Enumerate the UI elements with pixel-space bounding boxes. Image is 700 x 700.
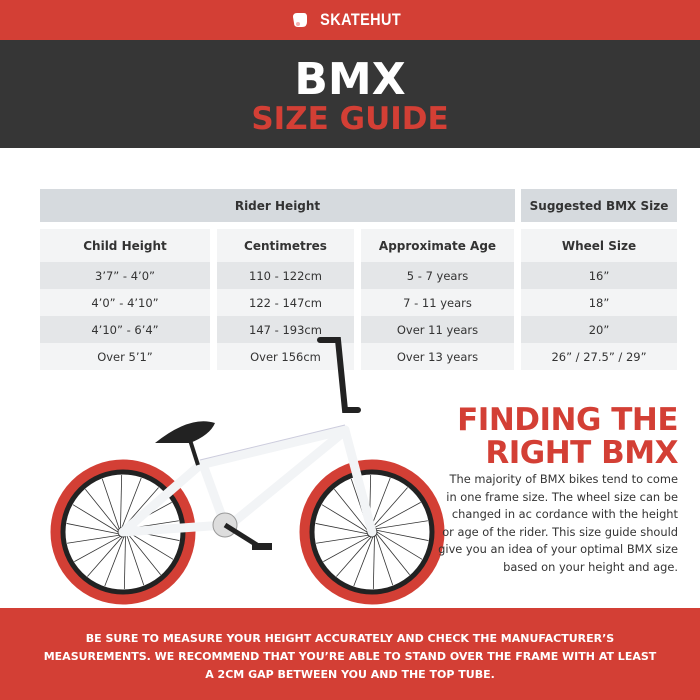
- spoke: [104, 536, 125, 587]
- table-cell-centimetres: 110 - 122cm: [217, 262, 354, 289]
- spoke: [321, 504, 368, 533]
- seat: [155, 421, 215, 443]
- info-heading-line2: RIGHT BMX: [485, 435, 678, 471]
- spoke: [376, 531, 423, 560]
- spoke: [74, 535, 121, 563]
- spoke: [375, 520, 428, 530]
- spoke: [67, 534, 120, 544]
- spoke: [336, 536, 372, 577]
- footer-note: BE SURE TO MEASURE YOUR HEIGHT ACCURATEL…: [0, 608, 700, 700]
- hand-icon: [293, 13, 308, 27]
- spoke: [372, 487, 408, 528]
- spoke: [127, 533, 161, 576]
- table-cell-wheel-size: 18”: [521, 289, 677, 316]
- spoke: [376, 529, 429, 541]
- column-header-centimetres: Centimetres: [217, 229, 354, 262]
- spoke: [72, 504, 119, 533]
- spoke: [85, 488, 119, 531]
- column-header-wheel-size: Wheel Size: [521, 229, 677, 262]
- column-header-approximate-age: Approximate Age: [361, 229, 514, 262]
- spoke: [121, 477, 142, 528]
- table-cell-approximate-age: 5 - 7 years: [361, 262, 514, 289]
- spoke: [315, 523, 368, 535]
- table-cell-centimetres: 122 - 147cm: [217, 289, 354, 316]
- info-heading-line1: FINDING THE: [457, 402, 678, 438]
- spoke: [127, 531, 174, 560]
- table-cell-approximate-age: Over 11 years: [361, 316, 514, 343]
- page-title: BMX: [294, 54, 406, 105]
- spoke: [120, 475, 123, 528]
- table-cell-approximate-age: Over 13 years: [361, 343, 514, 370]
- spoke: [374, 501, 421, 529]
- spoke: [372, 536, 375, 589]
- page-subtitle: SIZE GUIDE: [251, 101, 449, 137]
- spoke: [334, 488, 368, 531]
- spoke: [370, 477, 391, 528]
- spoke: [375, 535, 394, 586]
- table-cell-centimetres: Over 156cm: [217, 343, 354, 370]
- bmx-bike-illustration: [50, 337, 445, 605]
- table-cell-wheel-size: 26” / 27.5” / 29”: [521, 343, 677, 370]
- spoke: [376, 533, 410, 576]
- spoke: [66, 523, 119, 535]
- spoke: [126, 535, 145, 586]
- table-cell-child-height: 4’10” - 6’4”: [40, 316, 210, 343]
- hero-banner: BMX SIZE GUIDE: [0, 40, 700, 148]
- table-cell-child-height: Over 5’1”: [40, 343, 210, 370]
- table-cell-approximate-age: 7 - 11 years: [361, 289, 514, 316]
- spoke: [323, 535, 370, 563]
- frame-outline: [199, 424, 346, 461]
- spoke: [353, 536, 374, 587]
- group-header-rider-height: Rider Height: [40, 189, 515, 222]
- info-body: The majority of BMX bikes tend to come i…: [438, 472, 678, 574]
- spoke: [123, 536, 126, 589]
- column-header-child-height: Child Height: [40, 229, 210, 262]
- table-cell-child-height: 3’7” - 4’0”: [40, 262, 210, 289]
- table-cell-wheel-size: 20”: [521, 316, 677, 343]
- group-header-suggested-size: Suggested BMX Size: [521, 189, 677, 222]
- spoke: [316, 534, 369, 544]
- spoke: [101, 478, 120, 529]
- handlebar: [317, 337, 361, 413]
- frame: [118, 425, 377, 537]
- table-cell-wheel-size: 16”: [521, 262, 677, 289]
- spoke: [87, 536, 123, 577]
- brand-logo: SKATEHUT: [320, 10, 402, 29]
- brand-bar: SKATEHUT: [0, 0, 700, 40]
- info-heading: FINDING THE RIGHT BMX: [457, 404, 678, 470]
- table-cell-child-height: 4’0” - 4’10”: [40, 289, 210, 316]
